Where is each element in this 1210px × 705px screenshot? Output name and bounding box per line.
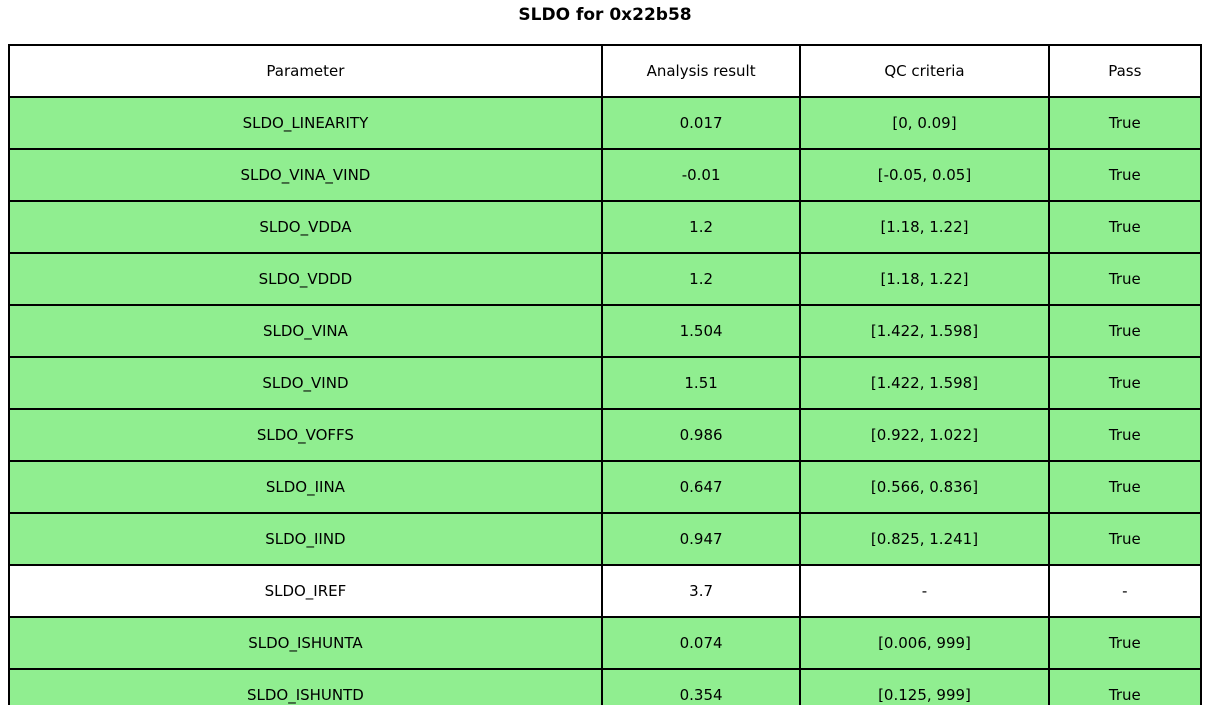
cell-pass: True: [1047, 200, 1203, 254]
cell-pass: True: [1047, 408, 1203, 462]
cell-analysis-result: 0.354: [600, 668, 802, 705]
cell-qc-criteria: [1.422, 1.598]: [799, 356, 1050, 410]
column-header-analysis-result: Analysis result: [600, 44, 802, 98]
cell-analysis-result: -0.01: [600, 148, 802, 202]
header-row: Parameter Analysis result QC criteria Pass: [8, 44, 1203, 98]
cell-qc-criteria: [1.422, 1.598]: [799, 304, 1050, 358]
column-header-parameter: Parameter: [8, 44, 603, 98]
cell-parameter: SLDO_ISHUNTA: [8, 616, 603, 670]
cell-parameter: SLDO_VINA_VIND: [8, 148, 603, 202]
column-header-qc-criteria: QC criteria: [799, 44, 1050, 98]
cell-pass: True: [1047, 512, 1203, 566]
cell-qc-criteria: [0.566, 0.836]: [799, 460, 1050, 514]
cell-parameter: SLDO_VINA: [8, 304, 603, 358]
cell-parameter: SLDO_VIND: [8, 356, 603, 410]
cell-qc-criteria: [0.125, 999]: [799, 668, 1050, 705]
table-row: SLDO_VOFFS 0.986 [0.922, 1.022] True: [8, 408, 1203, 462]
column-header-pass: Pass: [1047, 44, 1203, 98]
qc-table: Parameter Analysis result QC criteria Pass …: [8, 44, 1203, 705]
cell-qc-criteria: [0.006, 999]: [799, 616, 1050, 670]
cell-parameter: SLDO_VOFFS: [8, 408, 603, 462]
table-row: SLDO_VDDD 1.2 [1.18, 1.22] True: [8, 252, 1203, 306]
cell-qc-criteria: [-0.05, 0.05]: [799, 148, 1050, 202]
cell-parameter: SLDO_VDDA: [8, 200, 603, 254]
table-row: SLDO_VINA_VIND -0.01 [-0.05, 0.05] True: [8, 148, 1203, 202]
cell-pass: True: [1047, 252, 1203, 306]
cell-qc-criteria: [0.922, 1.022]: [799, 408, 1050, 462]
cell-parameter: SLDO_LINEARITY: [8, 96, 603, 150]
table-header: Parameter Analysis result QC criteria Pass: [8, 44, 1203, 98]
table-row: SLDO_IREF 3.7- -: [8, 564, 1203, 618]
table-row: SLDO_ISHUNTA 0.074 [0.006, 999] True: [8, 616, 1203, 670]
cell-analysis-result: 0.647: [600, 460, 802, 514]
cell-analysis-result: 0.017: [600, 96, 802, 150]
cell-analysis-result: 0.074: [600, 616, 802, 670]
cell-analysis-result: 1.504: [600, 304, 802, 358]
cell-qc-criteria: [1.18, 1.22]: [799, 200, 1050, 254]
cell-analysis-result: 1.51: [600, 356, 802, 410]
table-row: SLDO_IINA 0.647 [0.566, 0.836] True: [8, 460, 1203, 514]
table-row: SLDO_VIND 1.51 [1.422, 1.598] True: [8, 356, 1203, 410]
cell-qc-criteria: [1.18, 1.22]: [799, 252, 1050, 306]
cell-pass: -: [1047, 564, 1203, 618]
cell-analysis-result: 1.2: [600, 200, 802, 254]
table-row: SLDO_VDDA 1.2 [1.18, 1.22] True: [8, 200, 1203, 254]
cell-parameter: SLDO_ISHUNTD: [8, 668, 603, 705]
cell-qc-criteria: -: [799, 564, 1050, 618]
cell-pass: True: [1047, 96, 1203, 150]
table-row: SLDO_IIND 0.947 [0.825, 1.241] True: [8, 512, 1203, 566]
cell-analysis-result: 1.2: [600, 252, 802, 306]
cell-parameter: SLDO_VDDD: [8, 252, 603, 306]
cell-pass: True: [1047, 304, 1203, 358]
cell-parameter: SLDO_IINA: [8, 460, 603, 514]
cell-analysis-result: 0.986: [600, 408, 802, 462]
cell-analysis-result: 3.7: [600, 564, 802, 618]
cell-pass: True: [1047, 460, 1203, 514]
cell-qc-criteria: [0, 0.09]: [799, 96, 1050, 150]
table-row: SLDO_ISHUNTD 0.354 [0.125, 999] True: [8, 668, 1203, 705]
cell-pass: True: [1047, 616, 1203, 670]
cell-qc-criteria: [0.825, 1.241]: [799, 512, 1050, 566]
cell-analysis-result: 0.947: [600, 512, 802, 566]
table-body: SLDO_LINEARITY 0.017 [0, 0.09] True SLDO_VIN…: [8, 96, 1203, 705]
table-row: SLDO_VINA 1.504 [1.422, 1.598] True: [8, 304, 1203, 358]
cell-parameter: SLDO_IREF: [8, 564, 603, 618]
page-title: SLDO for 0x22b58: [518, 5, 692, 25]
cell-parameter: SLDO_IIND: [8, 512, 603, 566]
cell-pass: True: [1047, 668, 1203, 705]
cell-pass: True: [1047, 356, 1203, 410]
cell-pass: True: [1047, 148, 1203, 202]
table-row: SLDO_LINEARITY 0.017 [0, 0.09] True: [8, 96, 1203, 150]
